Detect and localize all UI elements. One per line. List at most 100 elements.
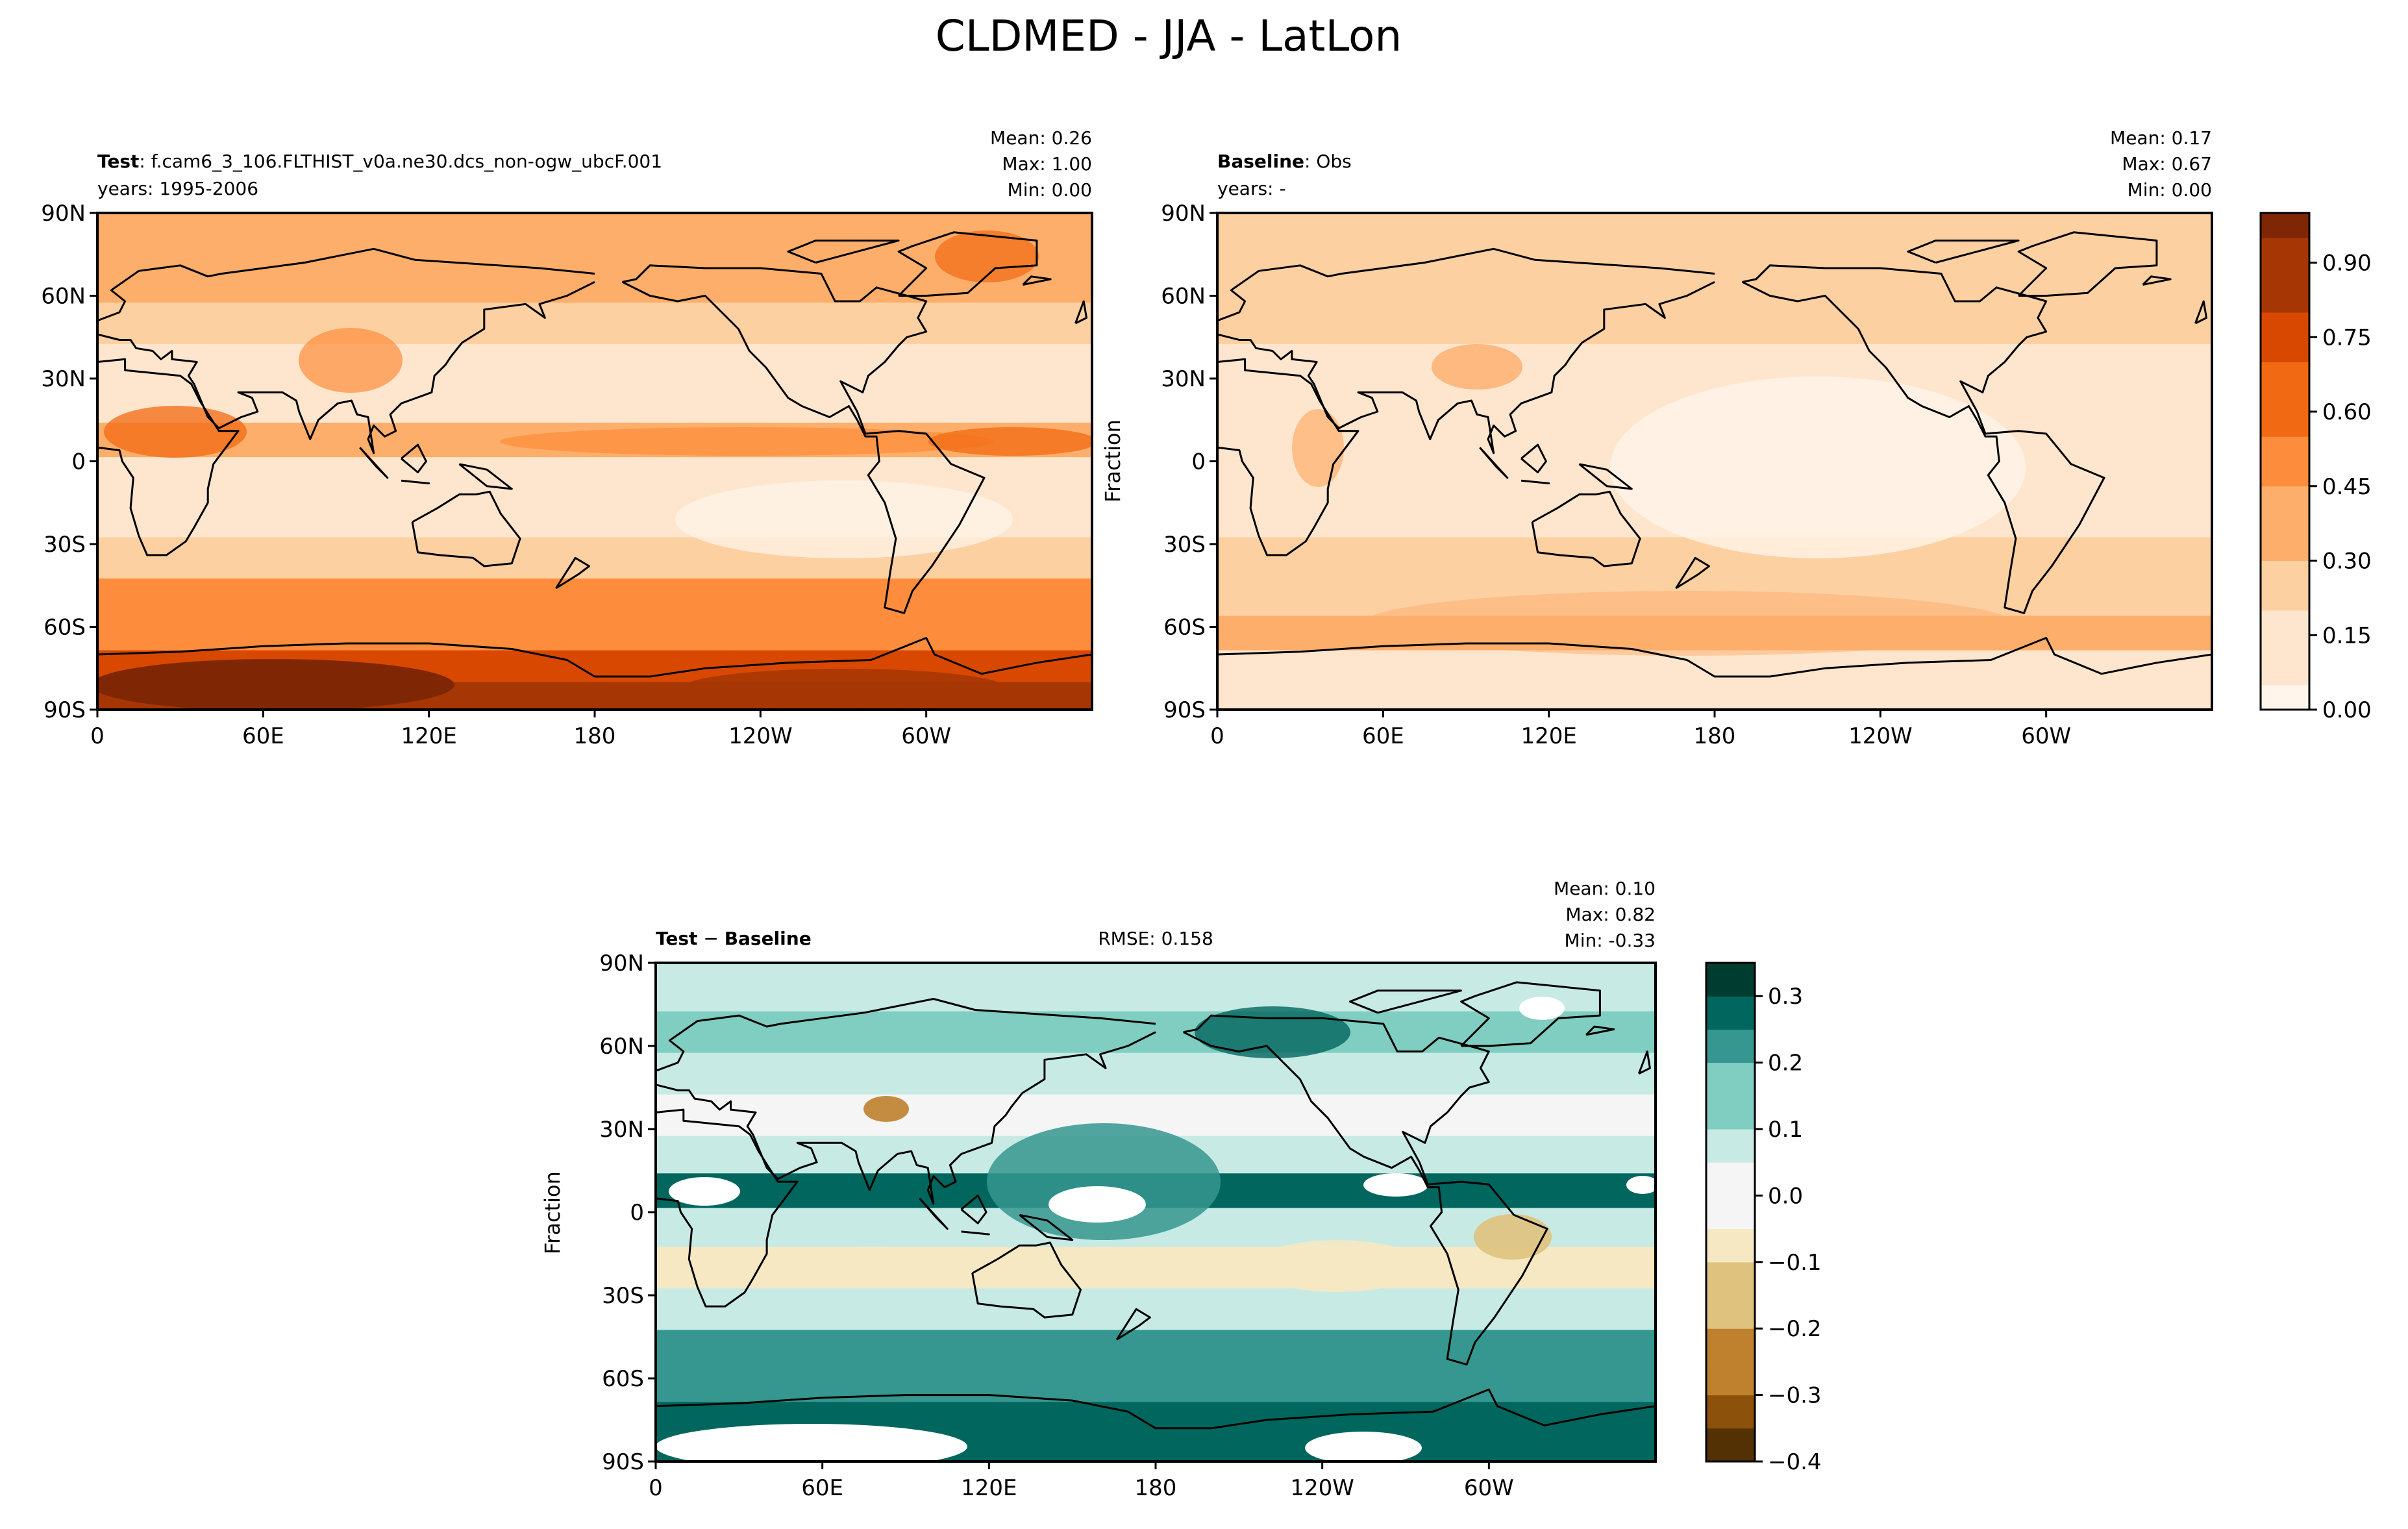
coastline-outline xyxy=(555,556,590,590)
test-coastlines xyxy=(97,231,1092,678)
panel-diff: Test − Baseline RMSE: 0.158 Mean: 0.10 M… xyxy=(540,878,1657,1501)
coastline-outline xyxy=(1907,240,2020,264)
diff-missing-greenland xyxy=(1519,997,1565,1020)
coastline-outline xyxy=(97,358,240,556)
x-tick-label: 0 xyxy=(90,723,105,749)
diff-missing-antarctica-2 xyxy=(1305,1432,1422,1461)
coastline-outline xyxy=(1217,358,1359,556)
colorbar-sequential-swatch xyxy=(2261,386,2309,412)
colorbar-diverging-tick-label: 0.1 xyxy=(1768,1117,1803,1143)
baseline-years: years: - xyxy=(1217,178,1286,199)
colorbar-sequential-swatch xyxy=(2261,486,2309,512)
diff-neg-pacific xyxy=(1253,1240,1422,1292)
baseline-map-field xyxy=(1217,213,2212,710)
diff-neg-brazil xyxy=(1474,1214,1552,1260)
diff-label: Test − Baseline xyxy=(656,928,812,949)
lat-band xyxy=(656,963,1656,1012)
colorbar-sequential-tick-label: 0.90 xyxy=(2322,251,2372,277)
baseline-clear-pacific xyxy=(1610,377,2026,558)
diff-stat-mean: Mean: 0.10 xyxy=(1554,878,1656,899)
colorbar-diverging-swatch xyxy=(1706,1095,1755,1130)
coastline-outline xyxy=(919,1197,949,1230)
y-tick-label: 90N xyxy=(41,201,86,227)
colorbar-diverging-swatch xyxy=(1706,1328,1755,1362)
colorbar-diverging-tick-label: 0.0 xyxy=(1768,1183,1803,1209)
baseline-x-axis: 0 60E 120E 180 120W 60W xyxy=(1210,710,2071,749)
colorbar-diverging-swatch xyxy=(1706,1129,1755,1163)
coastline-outline xyxy=(656,998,1156,1072)
lat-band xyxy=(1217,343,2212,386)
x-tick-label: 120E xyxy=(401,723,456,749)
test-cloud-tibet xyxy=(299,328,403,393)
coastline-outline xyxy=(787,240,900,264)
diff-rmse: RMSE: 0.158 xyxy=(1098,928,1213,949)
coastline-outline xyxy=(1022,275,1052,286)
figure-title: CLDMED - JJA - LatLon xyxy=(936,11,1402,61)
lat-band xyxy=(97,578,1092,617)
diff-neg-indian xyxy=(799,1247,941,1286)
colorbar-sequential-tick-label: 0.75 xyxy=(2322,325,2372,351)
coastline-outline xyxy=(2142,275,2172,286)
x-tick-label: 60E xyxy=(242,723,284,749)
x-tick-label: 60W xyxy=(2021,723,2071,749)
x-tick-label: 60E xyxy=(1362,723,1404,749)
y-tick-label: 90S xyxy=(602,1449,644,1475)
baseline-coastlines xyxy=(1217,231,2212,678)
y-tick-label: 90N xyxy=(599,951,644,976)
diff-missing-westpac xyxy=(1049,1186,1146,1223)
diff-missing-africa xyxy=(669,1177,740,1206)
diff-stat-max: Max: 0.82 xyxy=(1565,904,1656,925)
coastline-outline xyxy=(621,264,986,614)
lat-band xyxy=(97,385,1092,423)
y-tick-label: 30N xyxy=(599,1117,644,1143)
y-tick-label: 60S xyxy=(602,1366,644,1392)
colorbar-diverging-swatch xyxy=(1706,1428,1755,1462)
baseline-stat-max: Max: 0.67 xyxy=(2122,153,2212,175)
colorbar-diverging-swatch xyxy=(1706,1162,1755,1196)
colorbar-diverging-swatch xyxy=(1706,996,1755,1030)
colorbar-sequential-swatch xyxy=(2261,412,2309,437)
diff-missing-epac xyxy=(1363,1173,1428,1197)
diff-label-bold: Test xyxy=(656,928,697,949)
test-cloud-itcz-atlantic xyxy=(928,427,1092,456)
coastline-outline xyxy=(1019,1213,1074,1241)
test-stat-min: Min: 0.00 xyxy=(1008,179,1092,201)
test-x-axis: 0 60E 120E 180 120W 60W xyxy=(90,710,951,749)
coastline-outline xyxy=(97,247,595,322)
coastline-outline xyxy=(401,479,430,484)
diff-pos-westpac xyxy=(987,1123,1221,1240)
diff-neg-tibet xyxy=(863,1096,909,1122)
colorbar-diverging-swatch xyxy=(1706,1395,1755,1429)
colorbar-sequential-swatch xyxy=(2261,461,2309,487)
diff-ylabel: Fraction xyxy=(540,1171,565,1254)
x-tick-label: 120E xyxy=(961,1475,1017,1501)
coastline-outline xyxy=(1460,981,1601,1047)
lat-band xyxy=(656,1330,1656,1368)
x-tick-label: 120W xyxy=(1290,1475,1354,1501)
x-tick-label: 120E xyxy=(1521,723,1576,749)
baseline-label-bold: Baseline xyxy=(1217,151,1304,172)
diff-x-axis: 0 60E 120E 180 120W 60W xyxy=(649,1461,1514,1501)
y-tick-label: 60S xyxy=(43,615,86,641)
diff-coastlines xyxy=(656,981,1656,1430)
colorbar-sequential-swatch xyxy=(2261,262,2309,288)
coastline-outline xyxy=(1521,443,1547,473)
colorbar-sequential-swatch xyxy=(2261,312,2309,338)
colorbar-diverging-tick-label: 0.2 xyxy=(1768,1050,1803,1076)
y-tick-label: 0 xyxy=(630,1200,644,1226)
lat-band xyxy=(656,1052,1656,1095)
colorbar-diverging: −0.4 −0.3 −0.2 −0.1 0.0 0.1 0.2 0.3 xyxy=(1705,962,1822,1475)
coastline-outline xyxy=(401,443,427,473)
lat-band xyxy=(656,1367,1656,1403)
x-tick-label: 180 xyxy=(1135,1475,1177,1501)
diff-blobs xyxy=(656,997,1656,1461)
diff-pos-arctic-pac xyxy=(1195,1006,1350,1058)
baseline-y-axis: 90N 60N 30N 0 30S 60S 90S xyxy=(1161,201,1217,723)
lat-band xyxy=(656,1288,1656,1331)
x-tick-label: 180 xyxy=(574,723,616,749)
diff-stat-min: Min: -0.33 xyxy=(1565,930,1656,951)
colorbar-sequential-swatch xyxy=(2261,362,2309,388)
x-tick-label: 180 xyxy=(1694,723,1736,749)
y-tick-label: 60N xyxy=(1161,284,1206,310)
